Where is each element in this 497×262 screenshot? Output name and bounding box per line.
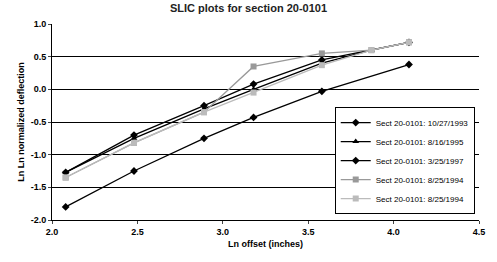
svg-text:3.0: 3.0 [217, 227, 230, 237]
svg-text:0.5: 0.5 [34, 52, 47, 62]
svg-text:Sect 20-0101: 8/25/1994: Sect 20-0101: 8/25/1994 [376, 195, 464, 204]
svg-text:-0.5: -0.5 [31, 117, 47, 127]
svg-text:3.5: 3.5 [302, 227, 315, 237]
svg-text:Ln offset (inches): Ln offset (inches) [228, 239, 303, 249]
svg-text:4.0: 4.0 [387, 227, 400, 237]
svg-text:2.5: 2.5 [131, 227, 144, 237]
svg-text:1.0: 1.0 [34, 19, 47, 29]
svg-text:4.5: 4.5 [473, 227, 486, 237]
svg-text:Sect 20-0101: 3/25/1997: Sect 20-0101: 3/25/1997 [376, 157, 464, 166]
svg-text:SLIC plots for section 20-0101: SLIC plots for section 20-0101 [170, 2, 327, 14]
svg-text:Sect 20-0101: 8/25/1994: Sect 20-0101: 8/25/1994 [376, 176, 464, 185]
svg-text:0.0: 0.0 [34, 84, 47, 94]
svg-text:-1.5: -1.5 [31, 182, 47, 192]
svg-text:-2.0: -2.0 [31, 215, 47, 225]
svg-text:1 inch = 25.4 mm.: 1 inch = 25.4 mm. [413, 261, 477, 262]
svg-text:-1.0: -1.0 [31, 150, 47, 160]
svg-text:Sect 20-0101: 10/27/1993: Sect 20-0101: 10/27/1993 [376, 119, 469, 128]
svg-text:Ln Ln normalized deflection: Ln Ln normalized deflection [16, 62, 26, 182]
svg-text:2.0: 2.0 [46, 227, 59, 237]
svg-text:Sect 20-0101: 8/16/1995: Sect 20-0101: 8/16/1995 [376, 138, 464, 147]
